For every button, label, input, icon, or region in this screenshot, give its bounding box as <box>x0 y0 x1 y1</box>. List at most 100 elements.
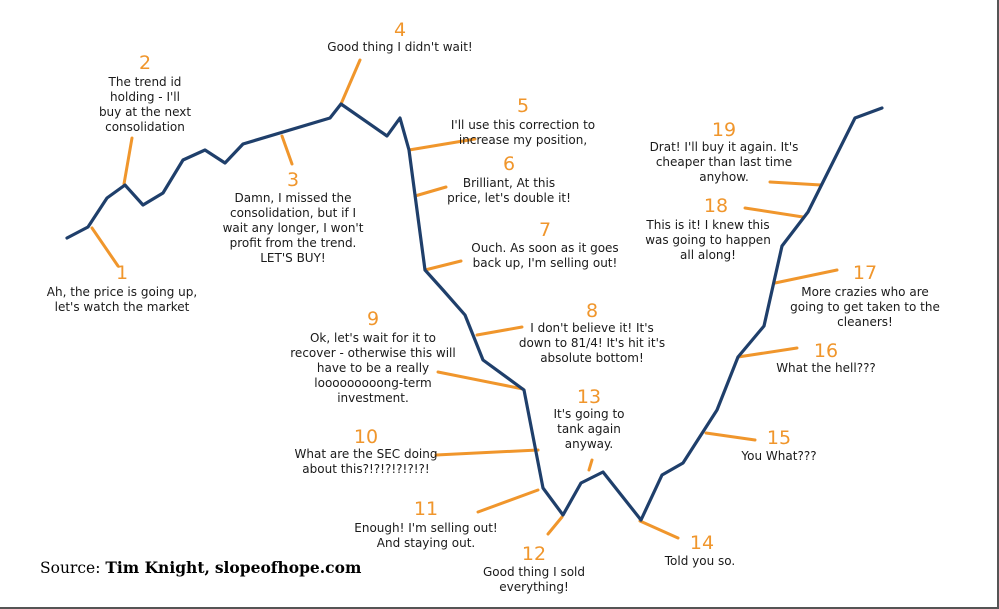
annotation-caption-line: What the hell??? <box>776 361 876 375</box>
annotation-number: 4 <box>394 19 406 41</box>
annotation-caption-line: anyway. <box>565 437 613 451</box>
connector-17 <box>773 268 839 285</box>
annotation-caption-line: all along! <box>680 248 736 262</box>
annotation-number: 1 <box>116 262 128 284</box>
annotation-caption-line: about this?!?!?!?!?!?! <box>302 462 429 476</box>
annotation-labels: 1Ah, the price is going up,let's watch t… <box>47 19 940 594</box>
annotation-caption-line: consolidation <box>105 120 185 134</box>
annotation-number: 2 <box>139 52 151 74</box>
connector-16 <box>736 346 799 359</box>
annotation-number: 7 <box>539 219 551 241</box>
connector-18 <box>743 206 805 219</box>
annotation-number: 3 <box>287 169 299 191</box>
annotation-number: 17 <box>853 262 877 284</box>
source-site: slopeofhope.com <box>214 558 362 577</box>
annotation-caption-line: back up, I'm selling out! <box>473 256 618 270</box>
connector-6 <box>413 185 448 198</box>
connector-15 <box>704 431 757 442</box>
connector-9 <box>436 370 525 391</box>
annotation-number: 15 <box>767 427 791 449</box>
connector-4 <box>339 58 362 106</box>
annotation-number: 9 <box>367 308 379 330</box>
annotation-caption-line: looooooooong-term <box>314 376 431 390</box>
annotation-caption-line: Good thing I sold <box>483 565 585 579</box>
annotation-caption-line: Ouch. As soon as it goes <box>471 241 618 255</box>
connector-8 <box>475 325 524 337</box>
annotation-caption-line: wait any longer, I won't <box>223 221 364 235</box>
annotation-caption-line: What are the SEC doing <box>295 447 438 461</box>
annotation-caption-line: LET'S BUY! <box>260 251 325 265</box>
annotation-caption-line: Enough! I'm selling out! <box>354 521 497 535</box>
annotation-caption-line: buy at the next <box>99 105 191 119</box>
annotation-number: 16 <box>814 340 838 362</box>
annotation-caption-line: Ok, let's wait for it to <box>310 331 436 345</box>
annotation-caption-line: And staying out. <box>377 536 476 550</box>
source-credit: Source: Tim Knight, slopeofhope.com <box>40 558 361 577</box>
annotation-caption-line: anyhow. <box>699 170 749 184</box>
annotation-number: 10 <box>354 426 378 448</box>
connector-5 <box>407 137 477 152</box>
annotation-caption-line: holding - I'll <box>110 90 180 104</box>
annotation-number: 6 <box>503 153 515 175</box>
annotation-caption-line: profit from the trend. <box>230 236 357 250</box>
connector-3 <box>280 134 294 166</box>
annotation-caption-line: This is it! I knew this <box>645 218 769 232</box>
annotation-1: 1Ah, the price is going up,let's watch t… <box>47 262 197 314</box>
annotation-number: 11 <box>414 498 438 520</box>
connector-1 <box>90 226 120 268</box>
annotation-caption-line: increase my position, <box>459 133 587 147</box>
annotation-caption-line: Good thing I didn't wait! <box>327 40 472 54</box>
annotation-caption-line: Drat! I'll buy it again. It's <box>650 140 799 154</box>
annotation-caption-line: have to be a really <box>317 361 429 375</box>
annotation-caption-line: The trend id <box>108 75 182 89</box>
annotation-caption-line: consolidation, but if I <box>230 206 356 220</box>
annotation-caption-line: cheaper than last time <box>656 155 792 169</box>
annotation-caption-line: I'll use this correction to <box>451 118 595 132</box>
annotation-caption-line: I don't believe it! It's <box>530 321 654 335</box>
annotation-caption-line: down to 81/4! It's hit it's <box>519 336 665 350</box>
annotation-number: 13 <box>577 386 601 408</box>
annotation-caption-line: investment. <box>337 391 409 405</box>
connector-lines <box>90 58 839 540</box>
annotation-caption-line: Told you so. <box>664 554 735 568</box>
annotation-caption-line: Damn, I missed the <box>235 191 352 205</box>
connector-13 <box>587 458 594 472</box>
annotation-caption-line: More crazies who are <box>801 285 929 299</box>
annotation-caption-line: You What??? <box>740 449 816 463</box>
price-line <box>65 102 884 522</box>
annotation-number: 12 <box>522 543 546 565</box>
annotation-caption-line: It's going to <box>554 407 625 421</box>
source-author: Tim Knight, <box>105 558 210 577</box>
connector-14 <box>638 519 680 540</box>
connector-2 <box>122 136 134 186</box>
annotation-number: 19 <box>712 119 736 141</box>
annotation-number: 18 <box>704 195 728 217</box>
annotation-caption-line: cleaners! <box>837 315 893 329</box>
connector-7 <box>423 259 463 272</box>
annotation-caption-line: let's watch the market <box>55 300 190 314</box>
source-prefix: Source: <box>40 559 101 577</box>
annotation-number: 14 <box>690 532 714 554</box>
annotation-caption-line: tank again <box>557 422 621 436</box>
connector-10 <box>434 448 540 457</box>
connector-11 <box>476 488 540 514</box>
annotation-caption-line: going to get taken to the <box>790 300 940 314</box>
